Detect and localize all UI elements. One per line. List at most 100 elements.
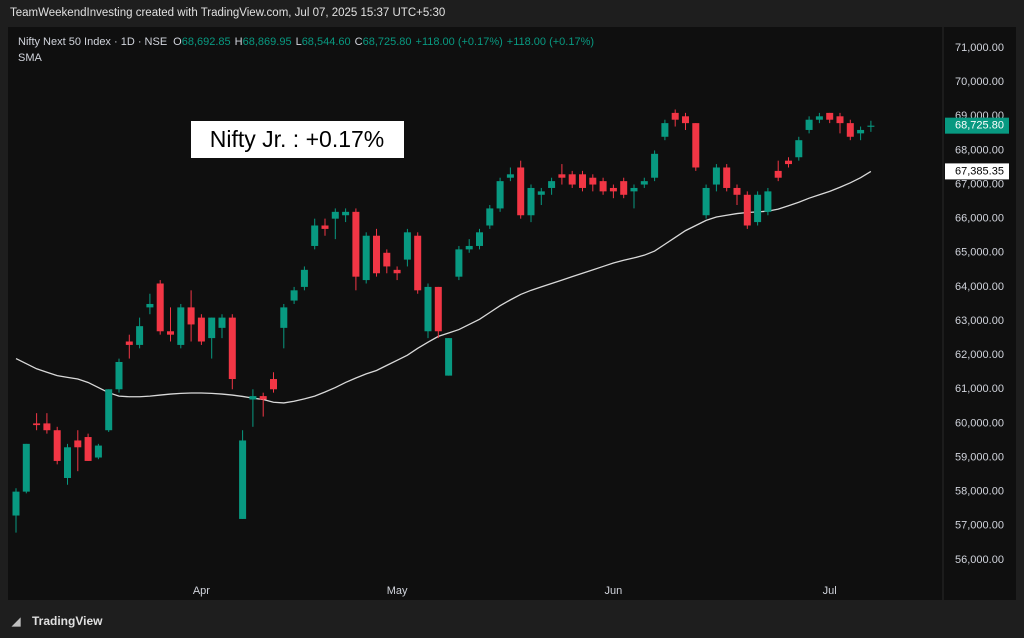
candle-body xyxy=(785,160,792,165)
x-tick-label: Apr xyxy=(193,585,210,597)
candle-body xyxy=(754,194,762,223)
candle-body xyxy=(373,235,380,274)
candle-body xyxy=(579,174,586,188)
sma-legend: SMA xyxy=(18,52,43,64)
candle-body xyxy=(115,361,123,390)
candle-body xyxy=(671,112,679,120)
candle-body xyxy=(12,491,20,516)
legend-line: Nifty Next 50 Index · 1D · NSE O68,692.85… xyxy=(18,36,594,48)
candle-body xyxy=(455,249,463,277)
candle-body xyxy=(228,317,236,380)
candle-body xyxy=(486,208,494,226)
candle-body xyxy=(331,211,339,219)
logo-mark: ◢ xyxy=(11,616,21,628)
candle-body xyxy=(857,129,865,134)
candle-body xyxy=(527,187,535,216)
sma-line xyxy=(15,170,872,404)
candle-body xyxy=(187,307,195,325)
candle-body xyxy=(208,317,216,339)
candle-body xyxy=(393,269,401,274)
candle-body xyxy=(352,211,360,277)
ohlc-key: L xyxy=(296,36,302,48)
candle-body xyxy=(249,396,257,400)
ohlc-value: 68,544.60 xyxy=(302,36,351,48)
candle-body xyxy=(476,232,483,246)
candle-body xyxy=(125,341,133,345)
candle-body xyxy=(599,181,607,192)
y-tick-label: 61,000.00 xyxy=(955,383,1004,395)
y-tick-label: 68,000.00 xyxy=(955,144,1004,156)
sma-price-label: 67,385.35 xyxy=(955,165,1004,177)
candle-body xyxy=(414,235,422,291)
candle-body xyxy=(105,389,113,431)
annotation: Nifty Jr. : +0.17% xyxy=(210,126,385,152)
candle-body xyxy=(836,116,844,124)
candle-body xyxy=(280,307,288,328)
ohlc-value: 68,725.80 xyxy=(363,36,412,48)
banner: TeamWeekendInvesting created with Tradin… xyxy=(10,7,445,19)
candle-body xyxy=(300,269,308,287)
change: +118.00 (+0.17%) xyxy=(507,36,594,48)
last-price-label: 68,725.80 xyxy=(955,120,1004,132)
candle-body xyxy=(774,170,782,178)
candle-body xyxy=(558,174,566,178)
y-tick-label: 56,000.00 xyxy=(955,554,1004,566)
candle-body xyxy=(815,116,823,120)
x-tick-label: Jun xyxy=(605,585,623,597)
candle-body xyxy=(43,423,51,431)
ohlc-key: H xyxy=(235,36,243,48)
candle-body xyxy=(537,191,545,195)
y-tick-label: 57,000.00 xyxy=(955,520,1004,532)
annotation-box xyxy=(191,121,404,158)
candle-body xyxy=(651,153,659,178)
candle-body xyxy=(383,252,391,267)
candle-body xyxy=(270,379,277,390)
candle-body xyxy=(64,447,71,478)
candle-body xyxy=(743,194,751,226)
candle-body xyxy=(136,326,144,345)
candle-body xyxy=(84,437,92,461)
candle-body xyxy=(167,331,174,335)
y-tick-label: 65,000.00 xyxy=(955,247,1004,259)
symbol: Nifty Next 50 Index · 1D · NSE xyxy=(18,36,167,48)
candle-body xyxy=(548,181,556,188)
ohlc-key: O xyxy=(173,36,182,48)
candle-body xyxy=(867,125,875,127)
candle-body xyxy=(682,116,689,124)
candle-body xyxy=(94,445,102,458)
candle-body xyxy=(640,181,648,185)
y-tick-label: 62,000.00 xyxy=(955,349,1004,361)
candle-body xyxy=(403,232,411,260)
candle-body xyxy=(465,245,473,250)
candle-body xyxy=(826,112,834,120)
candle-body xyxy=(568,174,576,185)
candle-body xyxy=(290,290,298,301)
candle-body xyxy=(197,317,205,342)
candle-body xyxy=(22,443,30,492)
candle-body xyxy=(805,119,813,130)
candle-body xyxy=(692,123,700,168)
y-tick-label: 60,000.00 xyxy=(955,417,1004,429)
y-tick-label: 58,000.00 xyxy=(955,486,1004,498)
candle-body xyxy=(630,187,638,192)
candle-body xyxy=(733,187,741,195)
candle-body xyxy=(53,430,61,461)
candle-body xyxy=(33,423,41,426)
candle-body xyxy=(702,187,710,216)
candle-body xyxy=(74,440,82,448)
y-tick-label: 66,000.00 xyxy=(955,213,1004,225)
candle-body xyxy=(424,286,432,332)
y-tick-label: 70,000.00 xyxy=(955,76,1004,88)
x-tick-label: Jul xyxy=(823,585,837,597)
candle-body xyxy=(177,307,185,345)
ohlc-value: 68,692.85 xyxy=(182,36,231,48)
candle-body xyxy=(764,191,772,212)
ohlc-key: C xyxy=(355,36,363,48)
pane xyxy=(8,27,1016,600)
candle-body xyxy=(712,167,720,185)
sma-price-box xyxy=(945,163,1009,180)
candle-body xyxy=(218,317,226,328)
y-tick-label: 67,000.00 xyxy=(955,178,1004,190)
candle-body xyxy=(620,181,628,195)
last-price-box xyxy=(945,117,1009,134)
